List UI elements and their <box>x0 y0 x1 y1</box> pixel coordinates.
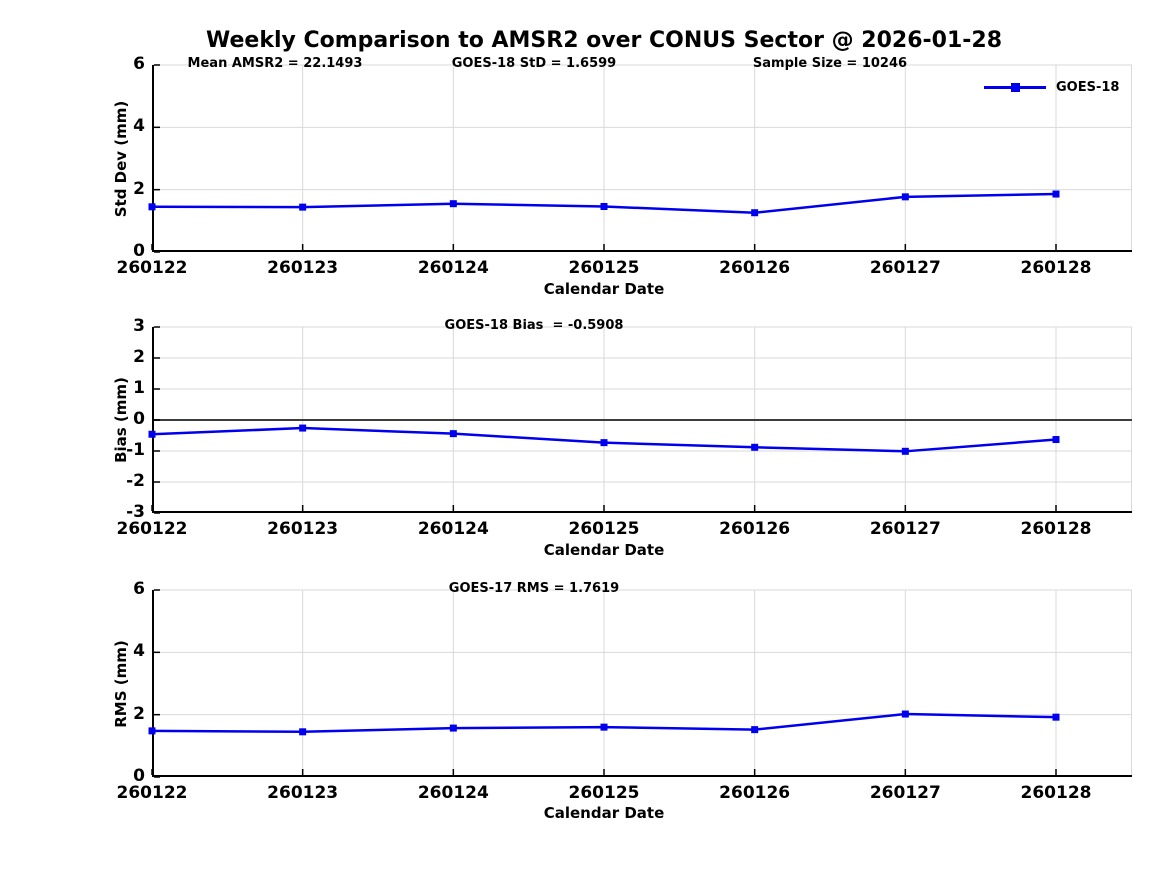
x-tick-label: 260127 <box>869 783 941 803</box>
data-point-marker <box>299 728 307 736</box>
x-tick-label: 260124 <box>417 519 489 539</box>
data-point-marker <box>148 727 156 735</box>
x-tick-label: 260123 <box>267 519 339 539</box>
plot-annotation: GOES-17 RMS = 1.7619 <box>448 581 620 596</box>
y-tick-label: -3 <box>126 502 145 522</box>
x-tick-label: 260123 <box>267 258 339 278</box>
plot-annotation: Mean AMSR2 = 22.1493 <box>187 56 363 71</box>
data-point-marker <box>1052 190 1060 198</box>
x-tick-label: 260126 <box>719 258 791 278</box>
y-tick-label: 0 <box>133 241 145 261</box>
y-tick-label: 3 <box>133 316 145 336</box>
data-point-marker <box>299 424 307 432</box>
x-tick-label: 260123 <box>267 783 339 803</box>
plot-annotation: GOES-18 Bias = -0.5908 <box>444 318 624 333</box>
x-tick-label: 260127 <box>869 519 941 539</box>
x-tick-label: 260125 <box>568 783 640 803</box>
data-point-marker <box>600 439 608 447</box>
data-point-marker <box>449 724 457 732</box>
data-point-marker <box>751 443 759 451</box>
x-tick-label: 260125 <box>568 258 640 278</box>
legend-square-marker-icon <box>1011 83 1020 92</box>
x-tick-label: 260128 <box>1020 783 1092 803</box>
x-tick-label: 260128 <box>1020 258 1092 278</box>
y-tick-label: 0 <box>133 409 145 429</box>
data-point-marker <box>148 203 156 211</box>
x-tick-label: 260127 <box>869 258 941 278</box>
data-point-marker <box>751 726 759 734</box>
y-tick-label: 6 <box>133 54 145 74</box>
y-tick-label: 4 <box>133 116 145 137</box>
x-tick-label: 260126 <box>719 783 791 803</box>
y-tick-label: 2 <box>133 703 145 724</box>
x-axis-label: Calendar Date <box>543 541 665 559</box>
plot-area <box>148 326 1132 514</box>
data-point-marker <box>901 447 909 455</box>
x-tick-label: 260122 <box>116 783 188 803</box>
x-tick-label: 260124 <box>417 258 489 278</box>
data-point-marker <box>449 430 457 438</box>
data-point-marker <box>1052 436 1060 444</box>
x-axis-label: Calendar Date <box>543 804 665 822</box>
data-point-marker <box>901 193 909 201</box>
data-point-marker <box>600 202 608 210</box>
figure-title: Weekly Comparison to AMSR2 over CONUS Se… <box>206 28 1002 53</box>
x-axis-label: Calendar Date <box>543 280 665 298</box>
y-tick-label: 2 <box>133 178 145 199</box>
x-tick-label: 260126 <box>719 519 791 539</box>
y-tick-label: 0 <box>133 766 145 786</box>
data-point-marker <box>148 430 156 438</box>
x-tick-label: 260124 <box>417 783 489 803</box>
plot-annotation: GOES-18 StD = 1.6599 <box>451 56 617 71</box>
data-point-marker <box>751 209 759 217</box>
y-tick-label: 6 <box>133 579 145 599</box>
data-point-marker <box>901 710 909 718</box>
x-tick-label: 260122 <box>116 519 188 539</box>
plot-area <box>148 589 1132 778</box>
x-tick-label: 260125 <box>568 519 640 539</box>
x-tick-label: 260122 <box>116 258 188 278</box>
plot-annotation: Sample Size = 10246 <box>752 56 908 71</box>
y-tick-label: 2 <box>133 347 145 367</box>
data-point-marker <box>600 723 608 731</box>
x-tick-label: 260128 <box>1020 519 1092 539</box>
plot-area <box>148 64 1132 253</box>
data-point-marker <box>1052 713 1060 721</box>
y-tick-label: -2 <box>126 471 145 491</box>
y-tick-label: -1 <box>126 440 145 460</box>
y-tick-label: 4 <box>133 641 145 662</box>
data-point-marker <box>299 203 307 211</box>
data-point-marker <box>449 200 457 208</box>
y-tick-label: 1 <box>133 378 145 398</box>
legend-label: GOES-18 <box>1056 80 1120 95</box>
